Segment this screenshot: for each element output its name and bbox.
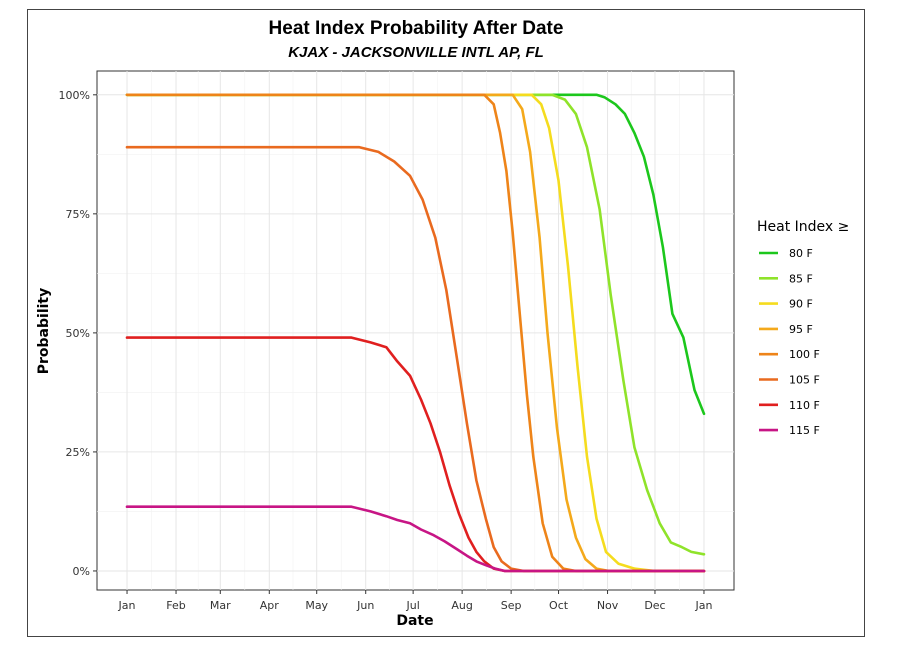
y-tick-label: 25% xyxy=(66,446,90,459)
chart-subtitle: KJAX - JACKSONVILLE INTL AP, FL xyxy=(288,44,544,61)
y-tick-label: 0% xyxy=(73,565,90,578)
x-axis-ticks: Jan Feb Mar Apr May Jun Jul Aug Sep Oct Nov Dec Jan xyxy=(118,590,712,612)
legend-title: Heat Index ≥ xyxy=(757,219,849,235)
x-tick-label: Jul xyxy=(405,599,419,612)
legend-label: 115 F xyxy=(789,424,820,437)
x-tick-label: Oct xyxy=(549,599,569,612)
x-axis-title: Date xyxy=(396,613,433,629)
heat-index-chart: Heat Index Probability After Date KJAX -… xyxy=(36,18,849,629)
y-tick-label: 50% xyxy=(66,327,90,340)
legend-label: 105 F xyxy=(789,374,820,387)
legend: 80 F 85 F 90 F 95 F 100 F 105 F 110 F 115 F xyxy=(759,247,820,437)
y-axis-title: Probability xyxy=(36,288,52,375)
series-line-90-f xyxy=(125,93,706,573)
chart-title: Heat Index Probability After Date xyxy=(269,18,564,39)
x-tick-label: Jun xyxy=(356,599,374,612)
grid-lines xyxy=(97,71,734,590)
legend-label: 95 F xyxy=(789,323,813,336)
x-tick-label: Aug xyxy=(451,599,472,612)
legend-label: 85 F xyxy=(789,272,813,285)
legend-label: 100 F xyxy=(789,348,820,361)
plot-panel xyxy=(96,70,735,591)
x-tick-label: Jan xyxy=(118,599,136,612)
chart-frame: Heat Index Probability After Date KJAX -… xyxy=(27,9,865,637)
x-tick-label: Mar xyxy=(210,599,231,612)
legend-label: 90 F xyxy=(789,298,813,311)
y-tick-label: 100% xyxy=(59,89,90,102)
series-line-95-f xyxy=(125,93,706,573)
x-tick-label: Apr xyxy=(260,599,280,612)
x-tick-label: Dec xyxy=(644,599,665,612)
legend-label: 80 F xyxy=(789,247,813,260)
series-line-85-f xyxy=(125,93,706,556)
legend-label: 110 F xyxy=(789,399,820,412)
series-line-100-f xyxy=(125,93,706,573)
series-line-115-f xyxy=(125,505,706,573)
x-tick-label: Sep xyxy=(501,599,522,612)
x-tick-label: May xyxy=(305,599,328,612)
y-tick-label: 75% xyxy=(66,208,90,221)
series-lines xyxy=(125,93,706,573)
x-tick-label: Feb xyxy=(166,599,185,612)
x-tick-label: Nov xyxy=(597,599,619,612)
series-line-80-f xyxy=(125,93,706,416)
x-tick-label: Jan xyxy=(694,599,712,612)
y-axis-ticks: 0% 25% 50% 75% 100% xyxy=(59,89,97,578)
